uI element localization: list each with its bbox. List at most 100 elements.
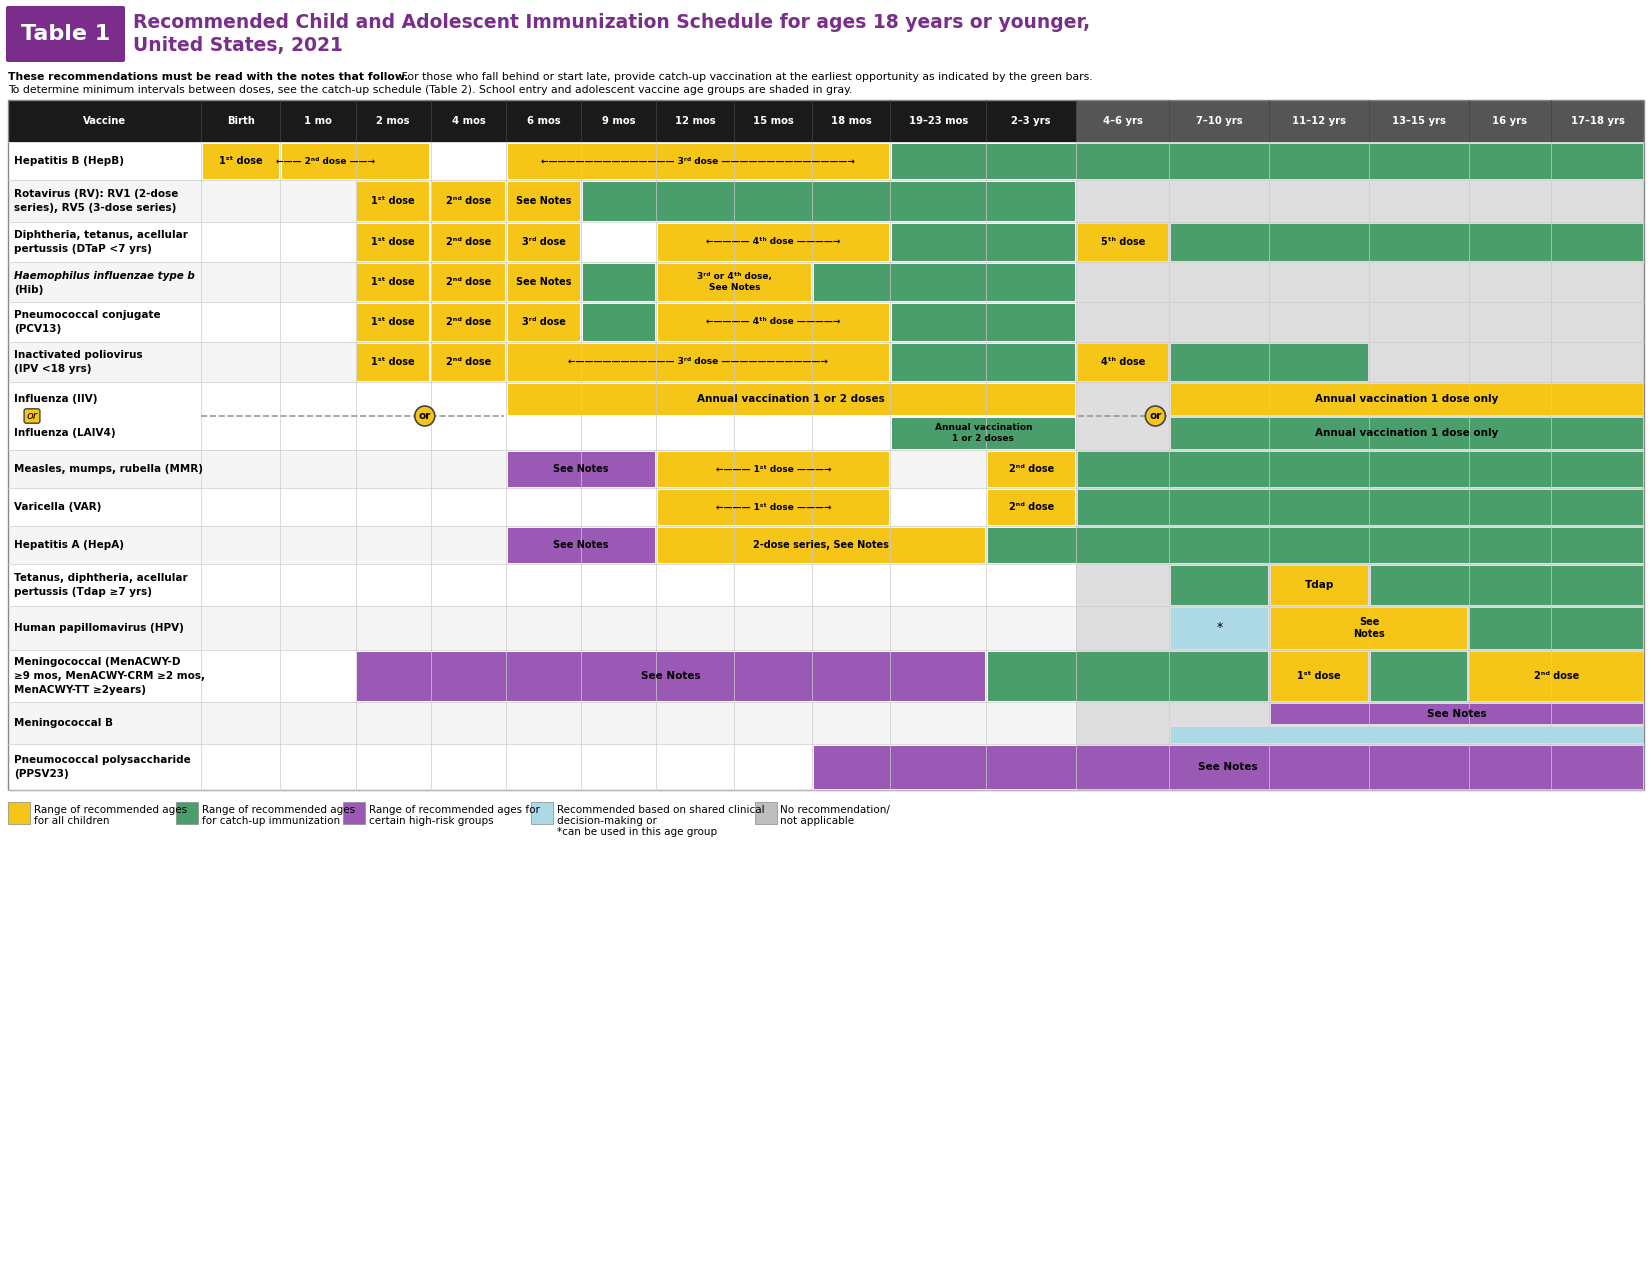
Bar: [892, 303, 1075, 340]
Text: or: or: [1149, 411, 1162, 421]
Bar: [892, 223, 1075, 260]
Bar: [657, 302, 735, 342]
Bar: [355, 222, 431, 261]
Bar: [1270, 564, 1369, 606]
Bar: [1076, 703, 1169, 745]
Bar: [8, 564, 201, 606]
Bar: [8, 650, 201, 703]
Bar: [1369, 342, 1469, 382]
Bar: [201, 142, 281, 180]
Text: See
Notes: See Notes: [1354, 617, 1385, 639]
Bar: [8, 142, 201, 180]
Text: 2ⁿᵈ dose: 2ⁿᵈ dose: [1009, 464, 1053, 474]
Text: Tetanus, diphtheria, acellular: Tetanus, diphtheria, acellular: [13, 572, 188, 583]
Bar: [1169, 180, 1270, 222]
Bar: [1076, 606, 1169, 650]
Text: Meningococcal B: Meningococcal B: [13, 718, 112, 728]
Bar: [987, 528, 1643, 562]
Text: ←———— 4ᵗʰ dose ————→: ←———— 4ᵗʰ dose ————→: [707, 317, 840, 326]
Bar: [986, 180, 1076, 222]
Bar: [814, 264, 1075, 301]
Bar: [1469, 703, 1550, 745]
Bar: [1271, 566, 1367, 604]
Bar: [657, 527, 735, 564]
Bar: [431, 142, 505, 180]
Bar: [890, 527, 986, 564]
Text: Recommended Child and Adolescent Immunization Schedule for ages 18 years or youn: Recommended Child and Adolescent Immuniz…: [134, 13, 1090, 32]
Bar: [659, 264, 811, 301]
Bar: [1169, 342, 1270, 382]
Text: 16 yrs: 16 yrs: [1493, 116, 1527, 126]
Bar: [1076, 180, 1169, 222]
Text: 1ˢᵗ dose: 1ˢᵗ dose: [371, 237, 414, 247]
Bar: [890, 142, 986, 180]
Bar: [431, 703, 505, 745]
Text: See Notes: See Notes: [1426, 709, 1486, 719]
Bar: [812, 382, 890, 450]
Text: Range of recommended ages for: Range of recommended ages for: [370, 805, 540, 815]
Bar: [755, 802, 776, 824]
Bar: [581, 342, 657, 382]
Bar: [505, 564, 581, 606]
Bar: [892, 144, 1643, 179]
Bar: [1469, 606, 1550, 650]
Bar: [1169, 222, 1270, 261]
Bar: [659, 528, 984, 562]
Bar: [1171, 566, 1268, 604]
Bar: [812, 180, 890, 222]
Bar: [431, 450, 505, 488]
Bar: [890, 488, 986, 527]
Text: Birth: Birth: [226, 116, 254, 126]
Bar: [357, 652, 984, 700]
Text: 3ʳᵈ or 4ᵗʰ dose,
See Notes: 3ʳᵈ or 4ᵗʰ dose, See Notes: [697, 273, 773, 292]
Circle shape: [414, 405, 434, 426]
Bar: [1169, 99, 1270, 142]
Bar: [201, 302, 281, 342]
Bar: [1078, 451, 1643, 487]
Bar: [986, 527, 1076, 564]
Bar: [1076, 302, 1169, 342]
Bar: [1469, 180, 1550, 222]
Text: not applicable: not applicable: [781, 816, 855, 826]
Bar: [1369, 222, 1469, 261]
Bar: [355, 606, 431, 650]
Bar: [1369, 99, 1469, 142]
Bar: [890, 606, 986, 650]
Bar: [1550, 261, 1644, 302]
Text: 12 mos: 12 mos: [675, 116, 717, 126]
Text: 3ʳᵈ dose: 3ʳᵈ dose: [522, 237, 566, 247]
Bar: [8, 450, 201, 488]
Bar: [1076, 382, 1169, 450]
Bar: [1471, 652, 1643, 700]
Bar: [812, 606, 890, 650]
Text: No recommendation/: No recommendation/: [781, 805, 890, 815]
Text: decision-making or: decision-making or: [556, 816, 657, 826]
Bar: [1076, 745, 1169, 790]
Bar: [281, 180, 355, 222]
Bar: [505, 745, 581, 790]
Bar: [1369, 488, 1469, 527]
Bar: [1550, 142, 1644, 180]
Bar: [735, 222, 812, 261]
Bar: [357, 264, 429, 301]
Bar: [581, 180, 657, 222]
Bar: [1550, 564, 1644, 606]
Bar: [812, 342, 890, 382]
Text: 11–12 yrs: 11–12 yrs: [1293, 116, 1346, 126]
Bar: [8, 382, 201, 450]
Bar: [735, 261, 812, 302]
Bar: [581, 261, 657, 302]
Bar: [812, 650, 890, 703]
Bar: [1550, 703, 1644, 745]
Bar: [505, 527, 581, 564]
Bar: [357, 343, 429, 380]
Bar: [8, 261, 201, 302]
Bar: [505, 450, 581, 488]
Bar: [203, 144, 279, 179]
Bar: [657, 606, 735, 650]
Bar: [1469, 261, 1550, 302]
Bar: [201, 650, 281, 703]
Bar: [505, 606, 581, 650]
Bar: [532, 802, 553, 824]
Bar: [1550, 342, 1644, 382]
